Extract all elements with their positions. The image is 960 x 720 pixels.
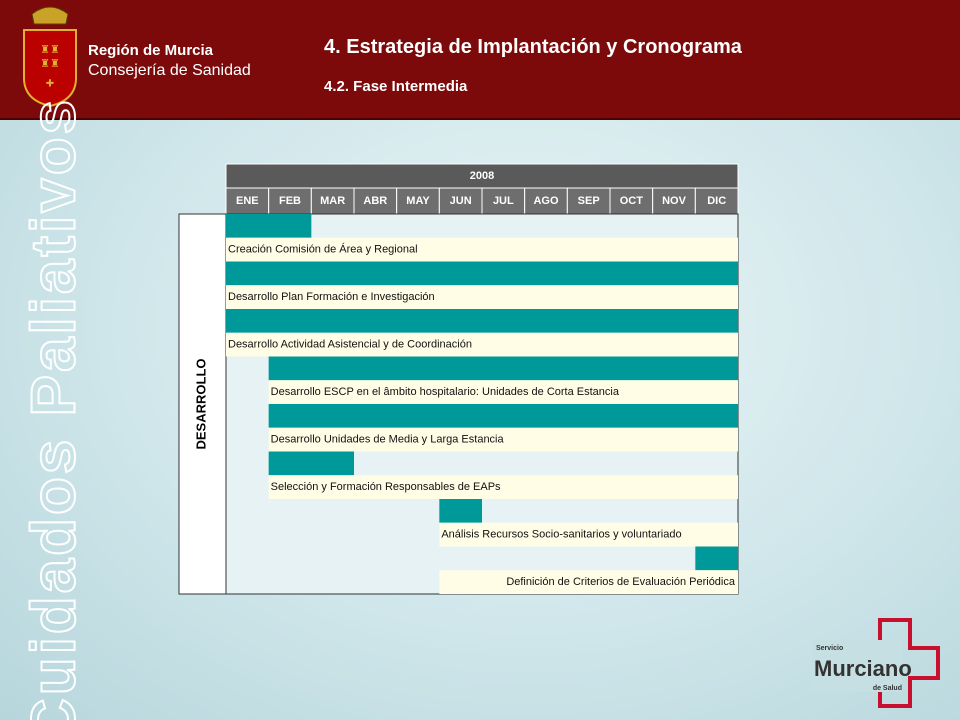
- month-cell: [225, 187, 270, 215]
- month-cell: [438, 187, 483, 215]
- month-cell: [609, 187, 654, 215]
- department: Consejería de Sanidad: [88, 62, 251, 79]
- label-row: [226, 237, 738, 262]
- title: 4. Estrategia de Implantación y Cronogra…: [324, 36, 742, 58]
- month: JUL: [493, 195, 514, 207]
- task-label: Análisis Recursos Socio-sanitarios y vol…: [441, 529, 681, 541]
- month: SEP: [578, 195, 600, 207]
- label-row: [226, 285, 738, 309]
- task-label: Creación Comisión de Área y Regional: [228, 243, 418, 256]
- label-row: [226, 332, 738, 357]
- logo-top: Servicio: [816, 645, 843, 652]
- year: 2008: [470, 170, 494, 182]
- task-label: Definición de Criterios de Evaluación Pe…: [506, 576, 736, 588]
- svg-text:♜♜: ♜♜: [40, 58, 60, 70]
- side-title: Cuidados Paliativos: [19, 97, 88, 720]
- subtitle: 4.2. Fase Intermedia: [324, 78, 468, 95]
- logo: [812, 618, 940, 708]
- logo-main: Murciano: [814, 656, 912, 681]
- region: Región de Murcia: [88, 42, 214, 59]
- coat-of-arms: ♜♜ ♜♜ ✚: [23, 6, 77, 108]
- label-row: [439, 522, 738, 547]
- month: MAR: [320, 195, 345, 207]
- month: DIC: [707, 195, 726, 207]
- logo-bottom: de Salud: [873, 685, 902, 692]
- label-row: [439, 570, 738, 594]
- task-bar: [439, 499, 482, 523]
- year-cell: [225, 163, 739, 189]
- task-label: Desarrollo ESCP en el âmbito hospitalari…: [271, 386, 620, 398]
- svg-text:♜♜: ♜♜: [40, 44, 60, 56]
- task-label: Selección y Formación Responsables de EA…: [271, 481, 501, 493]
- month-cell: [652, 187, 696, 215]
- label-row: [268, 475, 738, 499]
- month: MAY: [406, 195, 430, 207]
- label-row: [268, 380, 738, 404]
- svg-text:✚: ✚: [46, 79, 54, 90]
- month: OCT: [620, 195, 644, 207]
- task-bar: [226, 261, 738, 286]
- month: FEB: [279, 195, 301, 207]
- task-label: Desarrollo Actividad Asistencial y de Co…: [228, 339, 472, 351]
- task-bar: [268, 451, 354, 476]
- task-bar: [268, 404, 738, 428]
- month-cell: [396, 187, 440, 215]
- month-cell: [268, 187, 312, 215]
- month: NOV: [662, 195, 687, 207]
- phase-cell: [178, 213, 227, 595]
- month: ENE: [236, 195, 259, 207]
- month-cell: [310, 187, 355, 215]
- month: ABR: [363, 195, 387, 207]
- task-bar: [695, 546, 738, 571]
- task-bar: [268, 356, 738, 381]
- label-row: [268, 427, 738, 452]
- task-label: Desarrollo Unidades de Media y Larga Est…: [271, 434, 505, 446]
- month: JUN: [450, 195, 472, 207]
- task-bar: [226, 309, 738, 333]
- task-label: Desarrollo Plan Formación e Investigació…: [228, 291, 435, 303]
- month: AGO: [533, 195, 559, 207]
- month-cell: [566, 187, 611, 215]
- phase: DESARROLLO: [193, 359, 208, 450]
- task-bar: [226, 214, 312, 238]
- header: ♜♜ ♜♜ ✚ Región de Murcia Consejería de S…: [0, 0, 960, 120]
